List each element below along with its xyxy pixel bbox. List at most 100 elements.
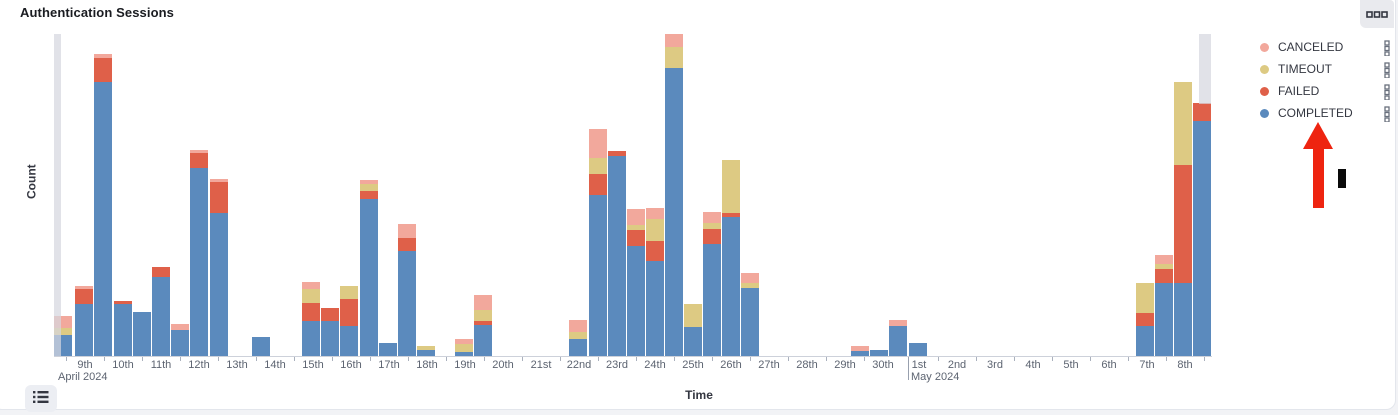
bar-Apr-25-AM[interactable] — [684, 304, 702, 356]
bar-segment-canceled[interactable] — [75, 286, 93, 289]
bar-Apr-18-AM[interactable] — [417, 346, 435, 356]
bar-segment-timeout[interactable] — [360, 184, 378, 191]
bar-segment-canceled[interactable] — [627, 209, 645, 225]
bar-segment-canceled[interactable] — [589, 129, 607, 158]
bar-segment-failed[interactable] — [210, 182, 228, 213]
bar-segment-canceled[interactable] — [171, 324, 189, 330]
bar-segment-timeout[interactable] — [569, 332, 587, 339]
bar-segment-completed[interactable] — [171, 330, 189, 356]
bar-segment-timeout[interactable] — [665, 47, 683, 68]
bar-segment-canceled[interactable] — [190, 150, 208, 153]
bar-segment-completed[interactable] — [75, 304, 93, 356]
bar-segment-failed[interactable] — [1193, 103, 1211, 121]
bar-segment-failed[interactable] — [474, 321, 492, 325]
bar-segment-failed[interactable] — [360, 191, 378, 199]
bar-segment-completed[interactable] — [114, 304, 132, 356]
bar-segment-completed[interactable] — [190, 168, 208, 356]
bar-segment-completed[interactable] — [302, 321, 320, 356]
bar-Apr-12-PM[interactable] — [210, 179, 228, 356]
bar-segment-completed[interactable] — [870, 350, 888, 356]
bar-segment-completed[interactable] — [703, 244, 721, 356]
bar-segment-completed[interactable] — [889, 326, 907, 356]
bar-Apr-19-AM[interactable] — [455, 339, 473, 356]
bar-segment-timeout[interactable] — [646, 219, 664, 241]
bar-segment-failed[interactable] — [75, 289, 93, 304]
bar-May-7-AM[interactable] — [1136, 283, 1154, 356]
bar-segment-completed[interactable] — [1136, 326, 1154, 356]
bar-segment-completed[interactable] — [569, 339, 587, 356]
bar-segment-failed[interactable] — [1155, 269, 1173, 283]
bar-segment-canceled[interactable] — [455, 339, 473, 344]
bar-segment-completed[interactable] — [455, 352, 473, 356]
bar-segment-failed[interactable] — [321, 308, 339, 321]
bar-Apr-11-PM[interactable] — [171, 324, 189, 356]
bar-segment-failed[interactable] — [589, 174, 607, 195]
bar-Apr-17-AM[interactable] — [379, 343, 397, 356]
bar-Apr-29-PM[interactable] — [870, 350, 888, 356]
bar-Apr-10-AM[interactable] — [114, 301, 132, 356]
bar-segment-completed[interactable] — [909, 343, 927, 356]
bar-segment-timeout[interactable] — [1155, 264, 1173, 269]
legend-item-canceled[interactable]: CANCELED — [1260, 36, 1398, 58]
bar-segment-completed[interactable] — [94, 82, 112, 356]
bar-Apr-24-AM[interactable] — [646, 208, 664, 356]
legend-actions-icon[interactable] — [1382, 106, 1394, 123]
bar-Apr-12-AM[interactable] — [190, 150, 208, 356]
bar-segment-completed[interactable] — [1174, 283, 1192, 356]
bar-segment-completed[interactable] — [252, 337, 270, 356]
bar-segment-canceled[interactable] — [474, 295, 492, 310]
bar-Apr-9-AM[interactable] — [75, 286, 93, 356]
bar-Apr-16-AM[interactable] — [340, 286, 358, 356]
bar-segment-completed[interactable] — [684, 327, 702, 356]
bar-segment-timeout[interactable] — [1174, 82, 1192, 165]
bar-Apr-19-PM[interactable] — [474, 295, 492, 356]
bar-segment-failed[interactable] — [114, 301, 132, 304]
bar-segment-completed[interactable] — [1155, 283, 1173, 356]
bar-Apr-30-AM[interactable] — [889, 320, 907, 356]
bar-segment-canceled[interactable] — [94, 54, 112, 58]
bar-segment-completed[interactable] — [398, 251, 416, 356]
bar-segment-failed[interactable] — [398, 238, 416, 251]
bar-segment-completed[interactable] — [321, 321, 339, 356]
bar-segment-completed[interactable] — [589, 195, 607, 356]
bar-segment-timeout[interactable] — [417, 346, 435, 350]
bar-Apr-26-PM[interactable] — [741, 273, 759, 356]
bar-Apr-23-AM[interactable] — [608, 151, 626, 356]
bar-segment-failed[interactable] — [302, 303, 320, 321]
bar-segment-completed[interactable] — [627, 246, 645, 356]
bar-segment-timeout[interactable] — [302, 289, 320, 303]
bar-segment-timeout[interactable] — [455, 344, 473, 352]
bar-segment-canceled[interactable] — [569, 320, 587, 332]
bar-segment-completed[interactable] — [152, 277, 170, 356]
bar-May-7-PM[interactable] — [1155, 255, 1173, 356]
bar-segment-timeout[interactable] — [741, 283, 759, 288]
legend-item-timeout[interactable]: TIMEOUT — [1260, 58, 1398, 80]
bar-segment-failed[interactable] — [646, 241, 664, 261]
bar-May-8-AM[interactable] — [1174, 82, 1192, 356]
bar-segment-canceled[interactable] — [398, 224, 416, 238]
bar-Apr-10-PM[interactable] — [133, 312, 151, 356]
bar-segment-completed[interactable] — [474, 325, 492, 356]
bar-segment-failed[interactable] — [152, 267, 170, 277]
bar-segment-completed[interactable] — [665, 68, 683, 356]
bar-segment-failed[interactable] — [1136, 313, 1154, 326]
bar-segment-canceled[interactable] — [1155, 255, 1173, 264]
legend-actions-icon[interactable] — [1382, 40, 1394, 57]
bar-segment-timeout[interactable] — [54, 328, 72, 335]
legend-actions-icon[interactable] — [1382, 62, 1394, 79]
bar-segment-failed[interactable] — [190, 153, 208, 168]
bar-segment-completed[interactable] — [340, 326, 358, 356]
bar-Apr-9-PM[interactable] — [94, 54, 112, 356]
bar-segment-timeout[interactable] — [474, 310, 492, 321]
bar-segment-completed[interactable] — [133, 312, 151, 356]
legend-toggle-button[interactable] — [25, 385, 57, 412]
bar-segment-timeout[interactable] — [684, 304, 702, 327]
bar-Apr-23-PM[interactable] — [627, 209, 645, 356]
bar-Apr-15-PM[interactable] — [321, 308, 339, 356]
bar-segment-failed[interactable] — [703, 229, 721, 244]
bar-Apr-15-AM[interactable] — [302, 282, 320, 356]
bar-Apr-22-PM[interactable] — [589, 129, 607, 356]
bar-Apr-29-AM[interactable] — [851, 346, 869, 356]
bar-Apr-25-PM[interactable] — [703, 212, 721, 356]
bar-segment-timeout[interactable] — [589, 158, 607, 174]
